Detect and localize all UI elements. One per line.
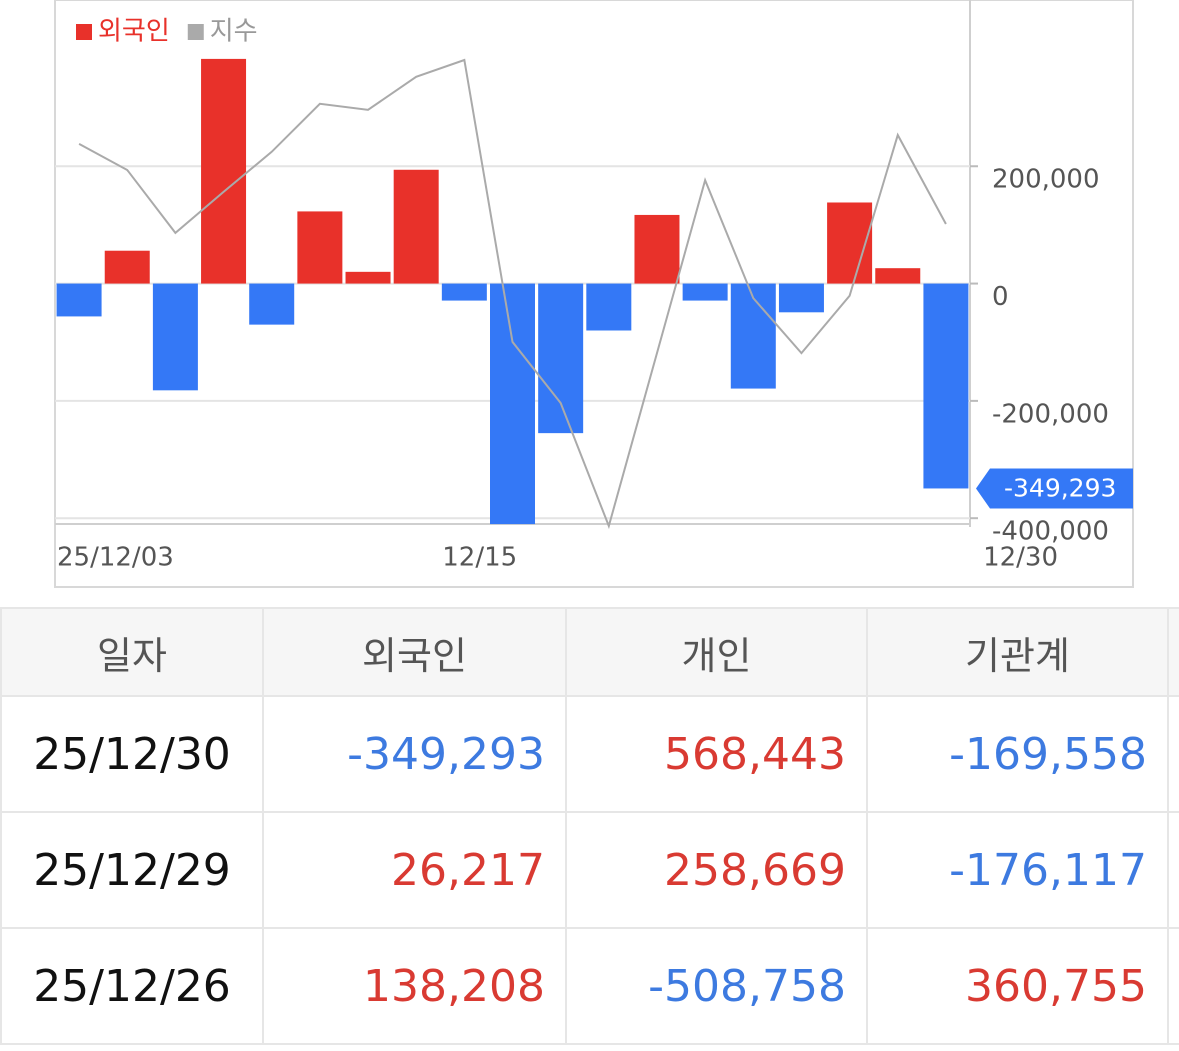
bar (152, 283, 198, 391)
bar (345, 271, 391, 284)
bar (875, 268, 921, 284)
legend-swatch (187, 24, 204, 40)
value-cell: 138,208 (262, 927, 567, 1045)
x-tick-label: 25/12/03 (57, 543, 174, 573)
column-header-cut (1167, 607, 1179, 697)
bar (56, 283, 102, 317)
bar (441, 283, 487, 301)
value-cell: 258,669 (565, 811, 868, 929)
last-value-tag (976, 468, 1133, 509)
data-table: 일자 외국인 개인 기관계 25/12/30 -349,293 568,443 -169,5… (0, 607, 1179, 1045)
chart: 200,000 0 -200,000 -400,000 25/12/03 12/15 12/… (54, 0, 1134, 588)
value-cell: 568,443 (565, 695, 868, 813)
chart-frame (54, 0, 1134, 588)
index-line (78, 58, 947, 530)
date-cell: 25/12/26 (0, 927, 264, 1045)
value-cell: -169,558 (866, 695, 1169, 813)
bar (923, 283, 969, 489)
bar (490, 283, 535, 525)
bar (586, 283, 632, 331)
bar (730, 283, 776, 389)
y-tick-label: -400,000 (992, 517, 1109, 547)
bar (393, 169, 439, 284)
value-cell: 360,755 (866, 927, 1169, 1045)
y-tick-label: -200,000 (992, 399, 1109, 429)
bar (682, 283, 728, 301)
column-header: 개인 (565, 607, 868, 697)
cut-cell (1167, 927, 1179, 1045)
table-row: 25/12/26 138,208 -508,758 360,755 (0, 927, 1179, 1045)
x-tick-label: 12/15 (442, 543, 517, 573)
value-cell: -508,758 (565, 927, 868, 1045)
cut-cell (1167, 811, 1179, 929)
y-tick-label: 0 (992, 282, 1009, 312)
value-cell: -176,117 (866, 811, 1169, 929)
bar (634, 214, 680, 284)
y-tick-label: 200,000 (992, 165, 1100, 195)
bar (249, 283, 295, 325)
bar (778, 283, 824, 313)
value-cell: 26,217 (262, 811, 567, 929)
date-cell: 25/12/30 (0, 695, 264, 813)
bar (104, 250, 150, 284)
table-row: 25/12/29 26,217 258,669 -176,117 (0, 811, 1179, 929)
legend-label: 외국인 (98, 17, 170, 47)
legend-label: 지수 (210, 17, 258, 47)
x-tick-label: 12/30 (983, 543, 1058, 573)
header-row: 일자 외국인 개인 기관계 (0, 607, 1179, 697)
bar (201, 58, 247, 284)
cut-cell (1167, 695, 1179, 813)
value-cell: -349,293 (262, 695, 567, 813)
legend-swatch (76, 24, 92, 40)
bar (297, 211, 343, 284)
column-header: 외국인 (262, 607, 567, 697)
column-header: 기관계 (866, 607, 1169, 697)
column-header: 일자 (0, 607, 264, 697)
last-value-label: -349,293 (1004, 473, 1116, 502)
date-cell: 25/12/29 (0, 811, 264, 929)
table-row: 25/12/30 -349,293 568,443 -169,558 (0, 695, 1179, 813)
bar (538, 283, 584, 434)
